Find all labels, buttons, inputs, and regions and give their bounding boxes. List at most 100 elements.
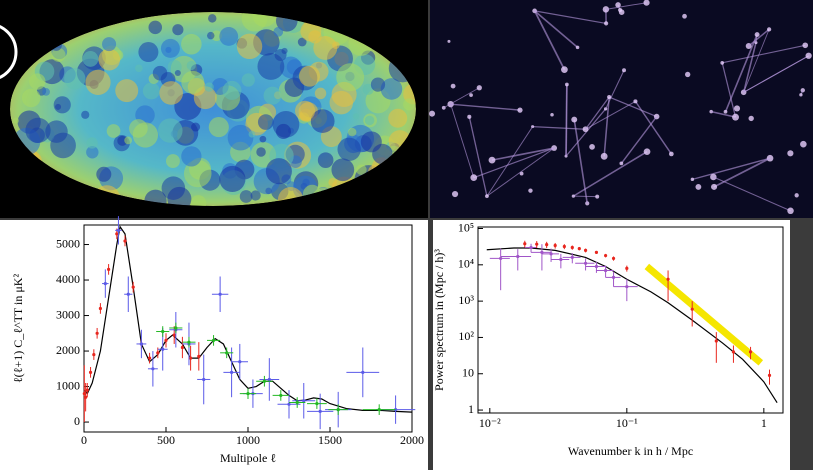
filament [534,10,607,25]
halo [787,150,794,157]
halo [720,61,725,65]
filament [473,147,555,179]
data-point [211,338,216,342]
cmb-spot [86,146,99,159]
cmb-spot [329,90,354,115]
x-tick-label: 2000 [400,433,424,447]
data-point [287,402,291,406]
halo [595,194,600,199]
filament [532,126,586,130]
plot-frame [477,226,784,414]
cmb-spot [181,70,205,94]
data-point [577,246,581,251]
cmb-spot [82,51,99,67]
filament [603,96,610,157]
halo [622,68,627,73]
data-point [315,401,319,406]
y-tick-label: 1000 [56,378,80,392]
data-point [529,245,533,250]
data-point [361,370,365,374]
cmb-spot [352,113,360,120]
halo [607,94,612,100]
x-tick-label: 10⁻¹ [616,416,638,430]
data-point [545,243,549,247]
data-point [336,408,340,412]
y-tick-label: 10⁴ [458,257,474,271]
data-point [523,242,527,246]
y-tick-label: 3000 [56,307,80,321]
cmb-spot [263,86,282,105]
data-point [594,250,599,254]
cmb-spot [388,108,408,128]
cmb-spot [181,146,202,167]
data-point [107,267,111,271]
data-point [748,350,753,354]
cmb-spot [115,79,139,103]
halo [668,151,674,157]
halo [711,183,718,190]
halo [467,114,472,119]
cmb-spot [102,37,117,52]
filament [450,104,475,178]
filament [468,116,488,197]
cmb-spot [337,137,361,162]
halo [476,85,482,91]
x-tick-label: 1500 [318,433,342,447]
halo [565,82,569,87]
halo [575,45,580,50]
cmb-spot [219,27,239,46]
data-point [161,347,165,351]
data-point [553,243,557,248]
data-point [202,377,206,382]
cmb-spot [347,127,357,137]
cmb-spot [96,166,112,182]
series-line [644,263,764,366]
data-point [95,331,99,335]
halo [766,27,772,32]
filament [565,108,607,157]
filament [748,28,770,47]
cmb-spot [158,118,183,143]
cmb-spot [314,87,327,100]
data-point [85,388,89,392]
cmb-spot [12,117,19,124]
cmb-spot [174,69,181,77]
halo [754,32,760,38]
cmb-spot [295,100,316,121]
data-point [549,252,553,256]
data-point [611,275,616,280]
data-point [262,379,266,383]
filament [608,96,657,118]
cmb-spot [211,30,222,42]
data-point [603,253,608,258]
data-point [187,340,191,344]
halo [800,140,807,148]
data-point [666,277,670,281]
filament [486,126,534,197]
data-point [164,338,168,342]
data-point [238,360,242,364]
halo [794,193,799,198]
halo [682,13,687,19]
y-tick-label: 0 [74,414,80,428]
halo [585,201,590,206]
cmb-spot [183,159,212,188]
cmb-spot [85,69,111,95]
halo [470,174,478,182]
series-line [486,247,778,403]
y-tick-label: 2000 [56,343,80,357]
cmb-spot [299,65,321,87]
halo [799,93,803,97]
cmb-spot [331,158,355,182]
cmb-spot [42,88,50,96]
cmb-spot [81,110,90,119]
data-point [302,399,306,403]
cmb-spot [138,42,159,63]
data-point [583,248,588,252]
filament [721,62,737,118]
cmb-spot [313,36,338,60]
x-axis-label: Wavenumber k in h / Mpc [568,444,693,458]
halo [619,161,624,166]
data-point [103,281,107,286]
